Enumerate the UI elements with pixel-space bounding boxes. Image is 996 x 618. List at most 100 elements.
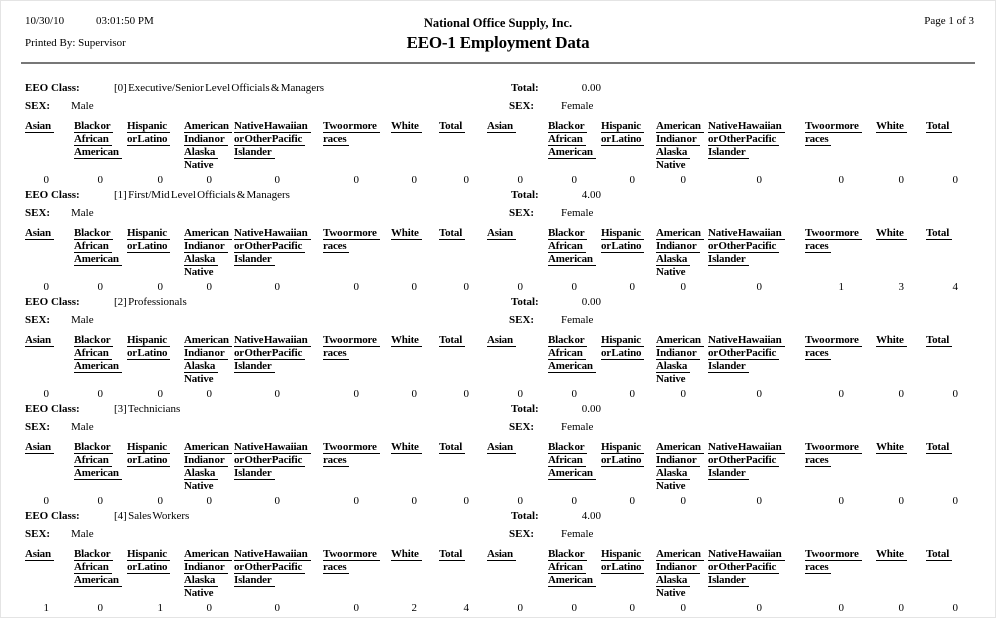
sex-row: SEX: Female	[487, 207, 962, 227]
sex-row: SEX: Female	[487, 528, 962, 548]
column-header-white: White	[391, 441, 439, 493]
column-header-asian: Asian	[25, 441, 74, 493]
column-header-two-or-more-races: Two or more races	[805, 441, 876, 493]
count-row: 1 0 1 0 0 0 2 4	[25, 600, 473, 614]
total-label: Total:	[511, 403, 539, 415]
count-cell-asian: 0	[517, 495, 524, 507]
count-cell-black-or-african-american: 0	[571, 174, 578, 186]
demographics-table: Asian Black or African American Hispanic or L…	[25, 334, 473, 400]
column-header-two-or-more-races: Two or more races	[323, 227, 391, 279]
eeo-class-value: [3] Technicians	[114, 403, 181, 415]
column-header-native-hawaiian-or-other-pacific-islander: Native Hawaiian or Other Pacific Islander	[708, 441, 805, 493]
count-cell-american-indian-or-alaska-native: 0	[680, 602, 687, 614]
count-cell-black-or-african-american: 0	[97, 388, 104, 400]
count-cell-asian: 1	[43, 602, 50, 614]
count-row: 0 0 0 0 0 0 0 0	[25, 172, 473, 186]
count-cell-american-indian-or-alaska-native: 0	[680, 174, 687, 186]
sex-label: SEX:	[509, 421, 535, 433]
count-cell-white: 0	[411, 281, 418, 293]
demographics-table: Asian Black or African American Hispanic or L…	[487, 441, 962, 507]
column-header-white: White	[876, 120, 926, 172]
sex-row: SEX: Male	[25, 100, 473, 120]
sex-label: SEX:	[509, 528, 535, 540]
column-header-white: White	[876, 548, 926, 600]
total-value: 0.00	[581, 296, 601, 308]
eeo-class-value: [4] Sales Workers	[114, 510, 190, 522]
count-cell-white: 0	[898, 602, 905, 614]
print-time: 03:01:50 PM	[96, 15, 154, 27]
count-cell-asian: 0	[43, 388, 50, 400]
column-header-hispanic-or-latino: Hispanic or Latino	[127, 548, 184, 600]
column-header-native-hawaiian-or-other-pacific-islander: Native Hawaiian or Other Pacific Islander	[234, 441, 323, 493]
column-header-black-or-african-american: Black or African American	[548, 548, 601, 600]
column-header-total: Total	[926, 548, 962, 600]
column-header-hispanic-or-latino: Hispanic or Latino	[601, 120, 656, 172]
column-header-hispanic-or-latino: Hispanic or Latino	[601, 548, 656, 600]
column-header-two-or-more-races: Two or more races	[805, 548, 876, 600]
count-row: 0 0 0 0 0 0 0 0	[25, 493, 473, 507]
header-row: Asian Black or African American Hispanic or L…	[25, 548, 473, 600]
count-cell-hispanic-or-latino: 0	[629, 602, 636, 614]
demographics-table: Asian Black or African American Hispanic or L…	[487, 334, 962, 400]
column-header-american-indian-or-alaska-native: American Indian or Alaska Native	[656, 334, 708, 386]
demographics-table: Asian Black or African American Hispanic or L…	[487, 548, 962, 614]
count-cell-native-hawaiian-or-other-pacific-islander: 0	[756, 174, 763, 186]
count-cell-native-hawaiian-or-other-pacific-islander: 0	[756, 281, 763, 293]
column-header-black-or-african-american: Black or African American	[548, 334, 601, 386]
column-header-two-or-more-races: Two or more races	[323, 548, 391, 600]
column-header-american-indian-or-alaska-native: American Indian or Alaska Native	[184, 120, 234, 172]
count-cell-native-hawaiian-or-other-pacific-islander: 0	[756, 388, 763, 400]
count-cell-white: 0	[411, 388, 418, 400]
column-header-white: White	[876, 227, 926, 279]
count-cell-two-or-more-races: 1	[838, 281, 845, 293]
count-cell-asian: 0	[517, 174, 524, 186]
column-header-hispanic-or-latino: Hispanic or Latino	[601, 227, 656, 279]
count-cell-black-or-african-american: 0	[97, 281, 104, 293]
sex-value: Male	[71, 528, 94, 540]
count-cell-total: 0	[463, 495, 470, 507]
male-table-block: SEX: Male Asian Black or African American Hi…	[25, 100, 473, 186]
column-header-asian: Asian	[487, 227, 548, 279]
column-header-hispanic-or-latino: Hispanic or Latino	[601, 334, 656, 386]
sex-row: SEX: Female	[487, 314, 962, 334]
report-body: EEO Class: [0] Executive/Senior Level Of…	[1, 82, 995, 617]
demographics-table: Asian Black or African American Hispanic or L…	[25, 548, 473, 614]
count-cell-white: 0	[411, 174, 418, 186]
header-row: Asian Black or African American Hispanic or L…	[487, 120, 962, 172]
column-header-native-hawaiian-or-other-pacific-islander: Native Hawaiian or Other Pacific Islander	[234, 548, 323, 600]
sex-value: Female	[561, 528, 594, 540]
total-value: 4.00	[581, 510, 601, 522]
count-cell-asian: 0	[517, 602, 524, 614]
header-row: Asian Black or African American Hispanic or L…	[487, 334, 962, 386]
sex-value: Male	[71, 421, 94, 433]
count-cell-hispanic-or-latino: 0	[629, 495, 636, 507]
printed-by-label: Printed By:	[25, 37, 76, 49]
count-cell-black-or-african-american: 0	[571, 388, 578, 400]
count-cell-two-or-more-races: 0	[838, 495, 845, 507]
count-cell-black-or-african-american: 0	[97, 602, 104, 614]
header-row: Asian Black or African American Hispanic or L…	[25, 441, 473, 493]
count-cell-american-indian-or-alaska-native: 0	[680, 388, 687, 400]
column-header-two-or-more-races: Two or more races	[805, 334, 876, 386]
total-label: Total:	[511, 189, 539, 201]
count-cell-native-hawaiian-or-other-pacific-islander: 0	[274, 174, 281, 186]
company-name: National Office Supply, Inc.	[423, 16, 573, 30]
count-cell-hispanic-or-latino: 0	[157, 281, 164, 293]
column-header-black-or-african-american: Black or African American	[74, 441, 127, 493]
count-cell-total: 0	[952, 495, 959, 507]
column-header-hispanic-or-latino: Hispanic or Latino	[127, 334, 184, 386]
sex-value: Female	[561, 314, 594, 326]
column-header-american-indian-or-alaska-native: American Indian or Alaska Native	[184, 334, 234, 386]
column-header-black-or-african-american: Black or African American	[74, 334, 127, 386]
column-header-total: Total	[439, 441, 473, 493]
column-header-native-hawaiian-or-other-pacific-islander: Native Hawaiian or Other Pacific Islander	[708, 227, 805, 279]
count-cell-asian: 0	[43, 281, 50, 293]
column-header-black-or-african-american: Black or African American	[548, 120, 601, 172]
column-header-american-indian-or-alaska-native: American Indian or Alaska Native	[184, 227, 234, 279]
count-cell-black-or-african-american: 0	[571, 281, 578, 293]
count-cell-asian: 0	[517, 388, 524, 400]
count-cell-american-indian-or-alaska-native: 0	[680, 495, 687, 507]
count-cell-native-hawaiian-or-other-pacific-islander: 0	[274, 602, 281, 614]
total-label: Total:	[511, 82, 539, 94]
